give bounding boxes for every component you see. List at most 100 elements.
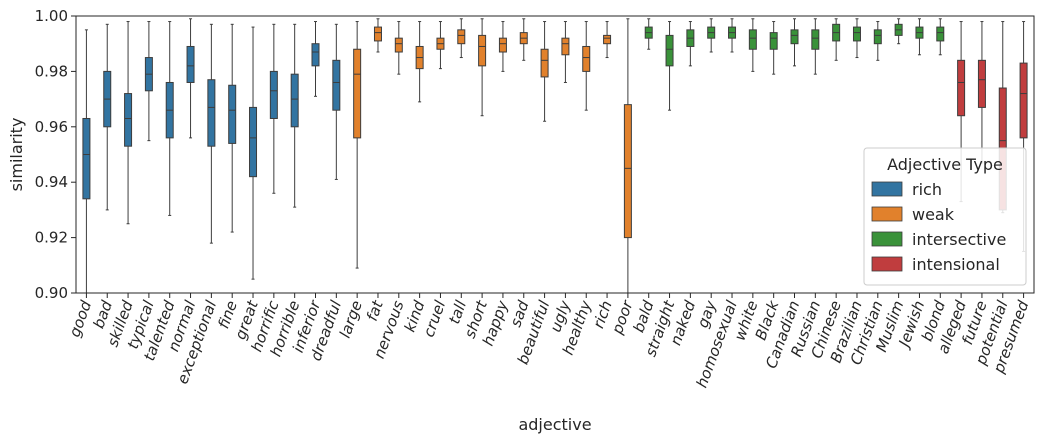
box-Christian <box>873 21 882 61</box>
box-iqr <box>269 70 278 119</box>
box-iqr <box>603 34 612 45</box>
legend-swatch-weak <box>871 206 903 222</box>
box-Canadian <box>790 18 799 67</box>
box-healthy <box>582 21 591 111</box>
box-naked <box>686 21 695 67</box>
box-iqr <box>290 73 299 128</box>
y-tick-label: 0.98 <box>35 62 68 80</box>
box-iqr <box>124 93 133 147</box>
box-talented <box>165 21 174 216</box>
legend-label-weak: weak <box>912 205 955 224</box>
legend-label-intersective: intersective <box>912 230 1006 249</box>
box-large <box>353 21 362 269</box>
box-typical <box>144 21 153 142</box>
box-Jewish <box>915 18 924 56</box>
legend-title: Adjective Type <box>887 155 1003 174</box>
box-kind <box>415 21 424 103</box>
box-iqr <box>623 104 632 239</box>
box-sad <box>519 18 528 61</box>
x-axis: goodbadskilledtypicaltalentednormalexcep… <box>65 293 1033 390</box>
box-iqr <box>1019 62 1028 139</box>
y-axis-title: similarity <box>7 118 26 192</box>
box-skilled <box>124 21 133 225</box>
box-iqr <box>748 29 757 50</box>
box-cruel <box>436 21 445 70</box>
box-bad <box>103 23 112 211</box>
legend-label-rich: rich <box>912 180 942 199</box>
box-Brazilian <box>852 18 861 59</box>
legend-swatch-rich <box>871 181 903 197</box>
box-rich <box>603 21 612 59</box>
legend-label-intensional: intensional <box>912 255 1000 274</box>
box-iqr <box>249 106 258 178</box>
box-dreadful <box>332 23 341 180</box>
box-future <box>977 21 986 164</box>
x-axis-title: adjective <box>518 415 591 434</box>
boxes-layer <box>82 18 1028 294</box>
box-tall <box>457 18 466 59</box>
box-iqr <box>665 34 674 67</box>
box-iqr <box>811 29 820 50</box>
legend-swatch-intensional <box>871 256 903 272</box>
box-iqr <box>457 29 466 45</box>
box-horrible <box>290 23 299 208</box>
box-exceptional <box>207 23 216 244</box>
box-homosexual <box>728 18 737 53</box>
box-iqr <box>82 117 91 200</box>
box-Black <box>769 21 778 75</box>
box-poor <box>623 18 632 294</box>
box-iqr <box>207 79 216 147</box>
box-great <box>249 26 258 280</box>
box-short <box>478 18 487 117</box>
legend: Adjective Type rich weak intersective inten… <box>863 147 1027 286</box>
legend-swatch-intersective <box>871 231 903 247</box>
y-tick-label: 0.94 <box>35 173 68 191</box>
box-horrific <box>269 23 278 194</box>
box-straight <box>665 21 674 111</box>
box-iqr <box>769 32 778 50</box>
box-fine <box>228 23 237 233</box>
y-tick-label: 0.96 <box>35 118 68 136</box>
box-iqr <box>936 26 945 42</box>
box-iqr <box>311 43 320 67</box>
box-good <box>82 29 91 294</box>
box-iqr <box>957 59 966 117</box>
box-iqr <box>561 37 570 56</box>
box-iqr <box>790 29 799 45</box>
box-blond <box>936 18 945 56</box>
box-bald <box>644 18 653 50</box>
box-Chinese <box>832 18 841 61</box>
box-iqr <box>498 37 507 53</box>
y-tick-label: 1.00 <box>35 7 68 25</box>
y-axis: 0.90 0.92 0.94 0.96 0.98 1.00 <box>35 7 76 302</box>
box-gay <box>707 18 716 53</box>
box-iqr <box>852 26 861 42</box>
legend-frame <box>863 147 1027 286</box>
box-iqr <box>228 84 237 144</box>
box-Russian <box>811 18 820 75</box>
box-iqr <box>394 37 403 53</box>
box-iqr <box>582 45 591 72</box>
box-nervous <box>394 21 403 75</box>
box-normal <box>186 18 195 139</box>
box-iqr <box>873 29 882 45</box>
box-iqr <box>977 59 986 108</box>
box-ugly <box>561 21 570 83</box>
box-happy <box>498 21 507 72</box>
y-tick-label: 0.90 <box>35 284 68 302</box>
box-inferior <box>311 21 320 97</box>
box-Muslim <box>894 18 903 45</box>
box-white <box>748 18 757 72</box>
box-iqr <box>540 48 549 78</box>
box-iqr <box>332 59 341 111</box>
box-iqr <box>373 26 382 42</box>
box-iqr <box>478 34 487 67</box>
plot-frame <box>75 15 1035 294</box>
y-tick-label: 0.92 <box>35 229 68 247</box>
box-fat <box>373 18 382 53</box>
box-iqr <box>186 45 195 83</box>
legend-entries: rich weak intersective intensional <box>871 180 1006 274</box>
box-beautiful <box>540 21 549 122</box>
box-iqr <box>353 48 362 139</box>
